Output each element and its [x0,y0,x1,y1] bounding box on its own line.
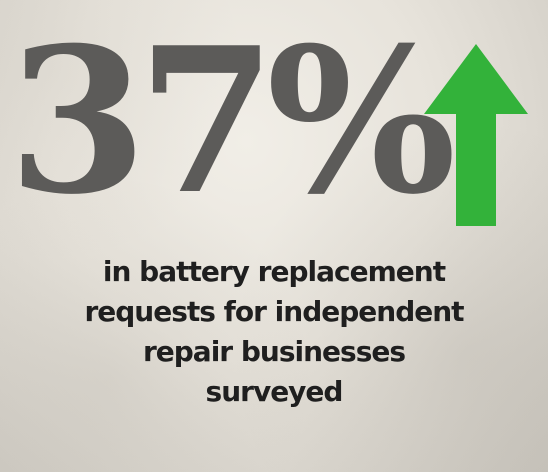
stat-caption: in battery replacement requests for inde… [40,252,508,412]
caption-line-1: in battery replacement [102,255,446,288]
stat-value: 37% [8,4,456,239]
caption-line-3: repair businesses [142,335,406,368]
arrow-up-shape [424,44,528,226]
arrow-up-icon [424,44,528,226]
caption-line-2: requests for independent [84,295,464,328]
caption-line-4: surveyed [205,375,344,408]
